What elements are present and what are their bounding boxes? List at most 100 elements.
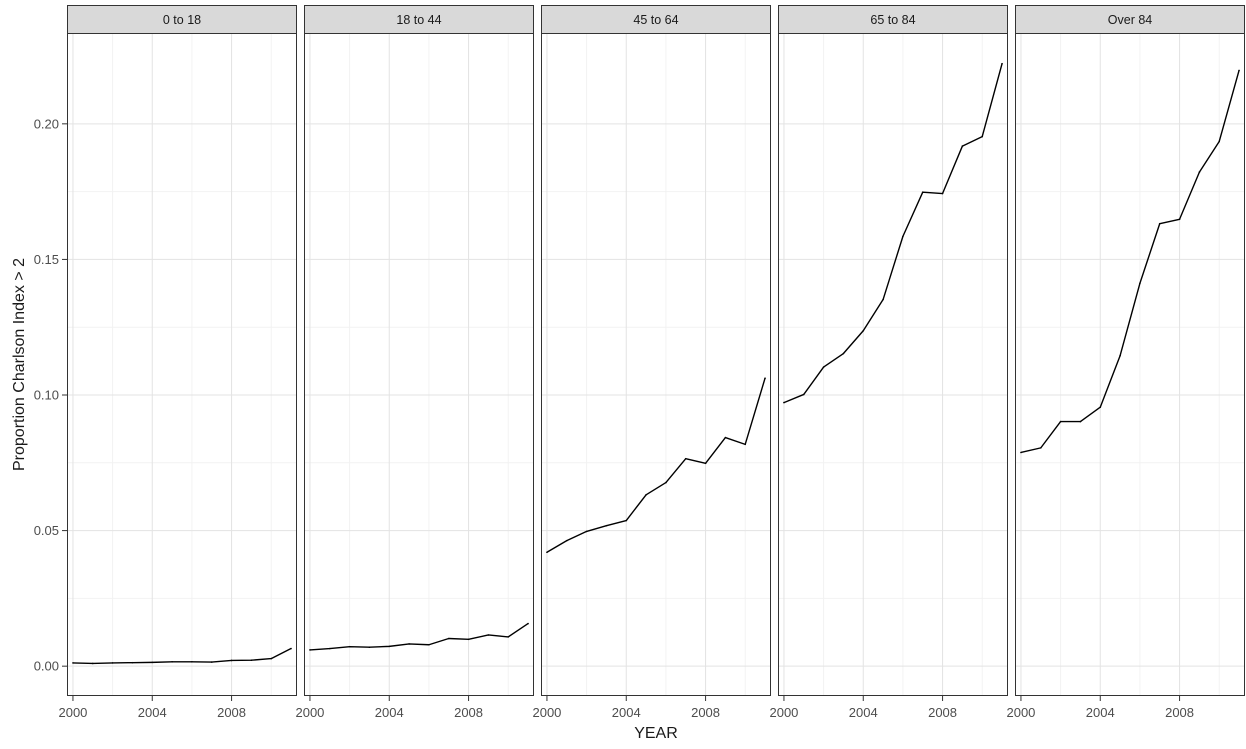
facet-strip xyxy=(778,5,1008,34)
data-point xyxy=(309,649,311,651)
data-point xyxy=(348,645,351,648)
data-point xyxy=(368,646,371,648)
data-point xyxy=(1099,406,1102,409)
data-point xyxy=(1218,140,1221,143)
x-tick-label: 2000 xyxy=(295,705,324,720)
x-tick-label: 2008 xyxy=(928,705,957,720)
facet-strip-label: 18 to 44 xyxy=(396,13,441,27)
data-point xyxy=(487,634,490,636)
y-tick-label: 0.15 xyxy=(34,252,59,267)
data-point xyxy=(1020,451,1022,454)
data-point xyxy=(1001,62,1003,65)
data-point xyxy=(704,462,707,465)
facet-strip-label: 65 to 84 xyxy=(870,13,915,27)
x-tick-label: 2004 xyxy=(849,705,878,720)
data-point xyxy=(171,661,173,663)
data-point xyxy=(546,551,548,554)
data-point xyxy=(981,135,984,138)
data-point xyxy=(882,298,884,301)
facet-strip xyxy=(304,5,534,34)
data-point xyxy=(328,647,331,650)
x-tick-label: 2008 xyxy=(454,705,483,720)
series-line xyxy=(72,647,292,665)
x-tick-label: 2008 xyxy=(1165,705,1194,720)
series-line xyxy=(546,377,766,553)
x-tick-label: 2000 xyxy=(58,705,87,720)
data-point xyxy=(507,636,510,638)
data-point xyxy=(862,329,865,332)
data-point xyxy=(783,401,785,404)
data-point xyxy=(230,659,233,662)
data-point xyxy=(605,524,608,527)
series-line xyxy=(783,63,1003,404)
panel-background xyxy=(1015,33,1245,696)
data-point xyxy=(111,662,114,664)
x-axis-title: YEAR xyxy=(634,725,678,742)
data-point xyxy=(467,638,470,641)
facet-strip xyxy=(67,5,297,34)
data-point xyxy=(1039,447,1042,449)
data-point xyxy=(941,192,944,195)
facet-strip-label: 45 to 64 xyxy=(633,13,678,27)
x-tick-label: 2000 xyxy=(769,705,798,720)
data-point xyxy=(724,436,727,439)
data-point xyxy=(1059,420,1062,423)
data-point xyxy=(565,539,568,542)
data-point xyxy=(665,481,667,484)
data-point xyxy=(585,530,588,533)
data-point xyxy=(408,643,410,645)
data-point xyxy=(151,661,154,664)
data-point xyxy=(1198,171,1201,173)
data-point xyxy=(802,393,805,396)
x-tick-label: 2004 xyxy=(612,705,641,720)
y-tick-label: 0.00 xyxy=(34,659,59,674)
data-point xyxy=(822,366,825,368)
data-point xyxy=(645,493,647,496)
data-point xyxy=(250,659,253,662)
series-line xyxy=(309,623,529,651)
data-point xyxy=(764,377,766,379)
data-point xyxy=(527,622,529,625)
x-tick-label: 2004 xyxy=(1086,705,1115,720)
y-axis-title: Proportion Charlson Index > 2 xyxy=(11,258,28,471)
data-point xyxy=(961,145,964,147)
series-line xyxy=(1020,70,1240,454)
data-point xyxy=(902,235,904,238)
panel-background xyxy=(67,33,297,696)
facet-strip xyxy=(541,5,771,34)
y-tick-label: 0.20 xyxy=(34,116,59,131)
facet-strip xyxy=(1015,5,1245,34)
y-tick-label: 0.05 xyxy=(34,523,59,538)
data-point xyxy=(1139,282,1141,285)
y-tick-label: 0.10 xyxy=(34,388,59,403)
data-point xyxy=(625,519,628,522)
data-point xyxy=(210,661,213,663)
panel-background xyxy=(304,33,534,696)
data-point xyxy=(1158,222,1161,225)
data-point xyxy=(388,645,391,648)
x-tick-label: 2008 xyxy=(691,705,720,720)
facet-strip-label: 0 to 18 xyxy=(163,13,201,27)
panel-background xyxy=(778,33,1008,696)
data-point xyxy=(447,637,450,640)
data-point xyxy=(1119,354,1121,357)
data-point xyxy=(91,662,94,665)
data-point xyxy=(1079,420,1082,423)
data-point xyxy=(842,352,845,355)
data-point xyxy=(921,191,924,193)
data-point xyxy=(131,661,134,664)
x-tick-label: 2008 xyxy=(217,705,246,720)
data-point xyxy=(684,457,687,460)
x-tick-label: 2000 xyxy=(532,705,561,720)
data-point xyxy=(744,443,747,446)
data-point xyxy=(191,661,193,663)
x-tick-label: 2004 xyxy=(138,705,167,720)
facet-strip-label: Over 84 xyxy=(1108,13,1153,27)
data-point xyxy=(1178,218,1181,221)
data-point xyxy=(72,662,74,664)
data-point xyxy=(290,647,292,650)
panel-background xyxy=(541,33,771,696)
x-tick-label: 2000 xyxy=(1006,705,1035,720)
